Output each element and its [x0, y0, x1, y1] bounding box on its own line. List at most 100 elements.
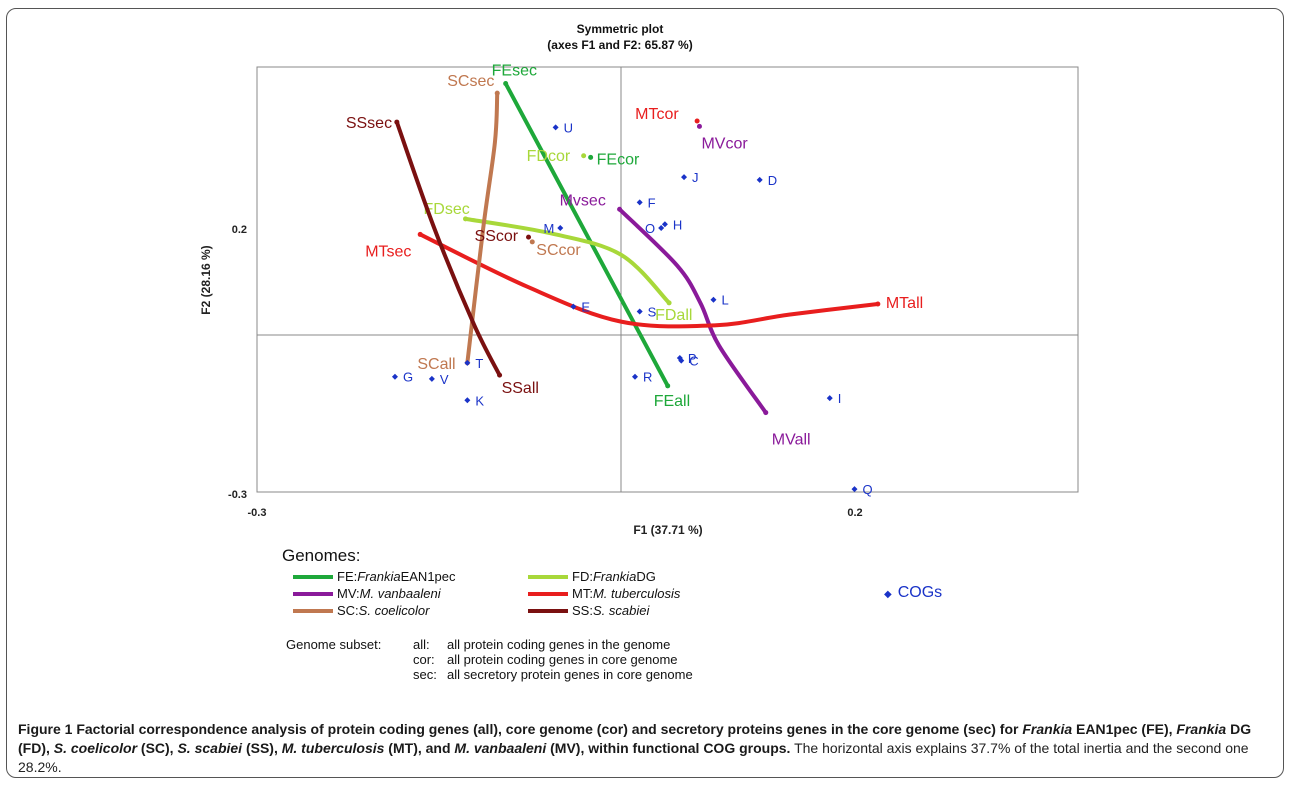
caption-species: Frankia EAN1pec (FE), Frankia DG (FD), S… [18, 721, 1251, 756]
legend-item-fd: FD: Frankia DG [528, 569, 656, 584]
caption-fragment: Frankia [1022, 721, 1073, 737]
caption-fragment: (SC), [137, 740, 178, 756]
genome-point [694, 118, 700, 124]
cog-label: V [440, 372, 449, 387]
genome-label: SCcor [536, 242, 581, 259]
cog-marker-icon: ◆ [884, 589, 892, 600]
legend-item-ss: SS: S. scabiei [528, 603, 649, 618]
caption-fragment: EAN1pec (FE), [1072, 721, 1177, 737]
legend-swatch [293, 591, 333, 596]
cog-label: Q [863, 482, 873, 497]
series-label: Mvsec [560, 192, 606, 209]
legend-species: M. tuberculosis [592, 586, 681, 601]
series-label: FEsec [492, 63, 537, 80]
subset-key: all: [413, 637, 430, 652]
cog-point [851, 486, 858, 493]
caption-fragment: S. coelicolor [53, 740, 138, 756]
series-line-sc [465, 91, 500, 365]
subset-key: cor: [413, 652, 435, 667]
x-tick-label: -0.3 [248, 507, 267, 519]
subset-description: all secretory protein genes in core geno… [447, 667, 693, 682]
cog-label: P [688, 351, 697, 366]
cog-label: F [648, 195, 656, 210]
caption-fragment: (MV), within functional COG groups. [546, 740, 791, 756]
legend-species: M. vanbaaleni [359, 586, 441, 601]
series-line-mv [617, 207, 768, 415]
cog-label: S [648, 304, 657, 319]
genome-label: MTcor [635, 106, 679, 123]
cog-point [678, 357, 685, 364]
legend-code: SS: [572, 603, 593, 618]
legend-strain: DG [636, 569, 656, 584]
caption-fragment: M. vanbaaleni [454, 740, 547, 756]
series-point [417, 231, 423, 237]
subset-heading: Genome subset: [286, 637, 382, 652]
subset-description: all protein coding genes in core genome [447, 652, 678, 667]
genome-point [581, 153, 587, 159]
series-point [665, 383, 671, 389]
cog-point [557, 225, 564, 231]
series-point [497, 372, 503, 378]
legend-item-mv: MV: M. vanbaaleni [293, 586, 441, 601]
cog-point [636, 199, 643, 206]
y-tick-label: 0.2 [232, 224, 247, 236]
legend-swatch [528, 574, 568, 579]
cog-label: C [689, 354, 698, 369]
cog-point [826, 395, 833, 402]
cog-point [681, 174, 688, 181]
genome-point [529, 239, 535, 245]
caption-fragment: (MT), and [384, 740, 455, 756]
series-point [875, 301, 881, 307]
cog-point [756, 176, 763, 183]
cog-label: L [721, 293, 728, 308]
caption-lead-text: Figure 1 Factorial correspondence analys… [18, 721, 1023, 737]
cog-point [710, 296, 717, 303]
subset-description: all protein coding genes in the genome [447, 637, 671, 652]
genome-label: FDcor [527, 148, 571, 165]
y-axis-label: F2 (28.16 %) [199, 245, 213, 314]
cog-label: M [543, 221, 554, 236]
subset-row: cor: all protein coding genes in core gen… [413, 652, 678, 667]
legend-item-fe: FE: Frankia EAN1pec [293, 569, 456, 584]
series-label: SCsec [447, 73, 494, 90]
caption-fragment: (SS), [242, 740, 282, 756]
cog-label: G [403, 370, 413, 385]
genome-point [526, 234, 532, 240]
legend-item-sc: SC: S. coelicolor [293, 603, 429, 618]
legend-code: MV: [337, 586, 360, 601]
cog-legend-label: COGs [897, 584, 943, 601]
series-point [666, 300, 672, 306]
caption-lead: Figure 1 Factorial correspondence analys… [18, 721, 1251, 756]
series-point [462, 216, 468, 222]
genome-label: SScor [475, 228, 519, 245]
cog-point [391, 373, 398, 380]
caption-fragment: S. scabiei [177, 740, 243, 756]
figure-caption: Figure 1 Factorial correspondence analys… [18, 720, 1268, 777]
cog-label: J [692, 170, 699, 185]
genome-point [696, 123, 702, 129]
cog-label: E [581, 300, 590, 315]
legend-heading: Genomes: [282, 546, 361, 565]
legend-strain: EAN1pec [400, 569, 456, 584]
x-tick-label: 0.2 [847, 507, 862, 519]
series-line-mt [418, 232, 880, 329]
legend-species: S. scabiei [592, 603, 650, 618]
legend-code: FD: [572, 569, 593, 584]
legend-swatch [293, 574, 333, 579]
legend-code: SC: [337, 603, 359, 618]
legend-species: Frankia [357, 569, 401, 584]
cog-point [658, 225, 665, 231]
chart-subtitle: (axes F1 and F2: 65.87 %) [547, 38, 693, 52]
cog-label: I [838, 391, 842, 406]
series-label: MTall [886, 295, 923, 312]
legend-swatch [293, 608, 333, 613]
series-line-fe [503, 81, 670, 388]
chart-title: Symmetric plot [576, 22, 664, 36]
cog-point [570, 303, 577, 310]
cog-point [552, 124, 559, 131]
legend-species: Frankia [592, 569, 637, 584]
cog-label: K [475, 393, 484, 408]
series-label: MTsec [365, 243, 411, 260]
series-label: MVall [772, 432, 811, 449]
series-point [394, 119, 400, 125]
